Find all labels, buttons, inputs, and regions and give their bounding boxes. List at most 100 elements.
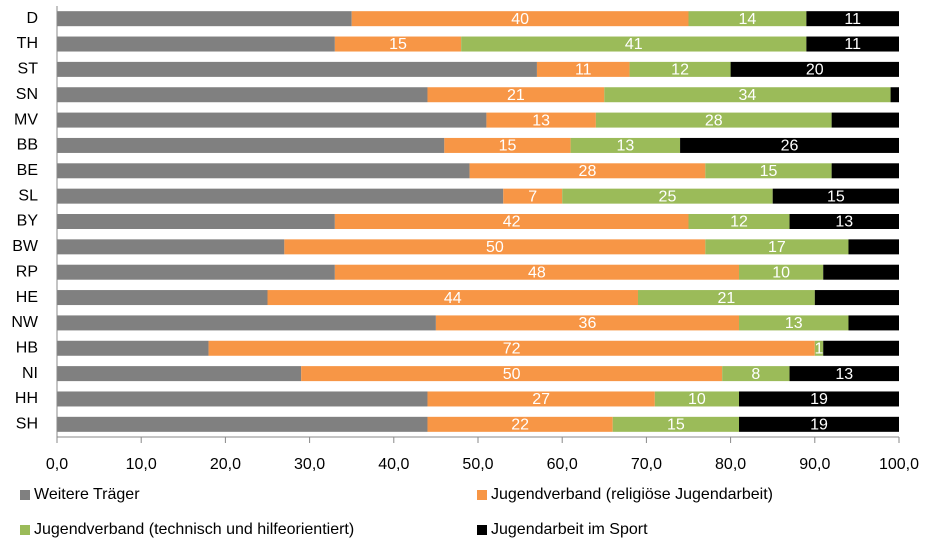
bar-segment	[57, 264, 335, 280]
y-tick-label: HB	[16, 339, 38, 356]
bar-segment	[604, 87, 891, 103]
data-label: 28	[705, 112, 723, 129]
bar-segment	[890, 87, 899, 103]
data-label: 11	[844, 36, 861, 53]
bar-segment	[503, 188, 563, 204]
data-label: 25	[659, 188, 677, 205]
bar-segment	[461, 36, 807, 52]
data-label: 34	[739, 87, 757, 104]
bar-segment	[730, 61, 899, 77]
bar-segment	[57, 214, 335, 229]
x-tick-label: 80,0	[715, 456, 746, 473]
x-tick-label: 70,0	[631, 456, 662, 473]
bar-segment	[654, 391, 740, 407]
data-label: 15	[760, 163, 778, 180]
y-tick-label: D	[26, 10, 38, 27]
y-tick-label: NI	[22, 365, 38, 382]
data-label: 10	[688, 391, 706, 408]
bar-segment	[823, 340, 899, 356]
x-tick-label: 90,0	[799, 456, 830, 473]
bar-segment	[57, 112, 487, 128]
legend-swatch	[20, 525, 30, 535]
bar-segment	[789, 366, 899, 382]
bar-segment	[334, 214, 689, 229]
bar-segment	[814, 290, 899, 306]
bar-segment	[806, 36, 899, 52]
y-tick-label: HE	[16, 289, 38, 306]
data-label: 40	[511, 11, 529, 28]
y-tick-label: TH	[17, 35, 38, 52]
data-label: 13	[835, 214, 853, 231]
bar-segment	[427, 416, 613, 432]
data-label: 12	[730, 214, 748, 231]
bar-segment	[57, 391, 428, 407]
y-tick-label: RP	[16, 263, 38, 280]
bar-segment	[57, 87, 428, 103]
bar-segment	[806, 11, 899, 27]
x-tick-label: 20,0	[210, 456, 241, 473]
bar-segment	[57, 11, 352, 27]
data-label: 10	[772, 264, 790, 281]
legend-label: Jugendverband (religiöse Jugendarbeit)	[491, 486, 773, 503]
bar-segment	[444, 137, 571, 153]
data-label: 15	[827, 188, 845, 205]
bar-segment	[562, 188, 773, 204]
data-label: 14	[739, 11, 757, 28]
bar-segment	[688, 214, 790, 229]
y-tick-label: ST	[18, 61, 39, 78]
y-tick-label: BB	[17, 137, 38, 154]
data-label: 21	[717, 290, 735, 307]
y-tick-label: BY	[17, 213, 39, 230]
bar-segment	[57, 163, 470, 179]
x-tick-label: 40,0	[378, 456, 409, 473]
bar-segment	[629, 61, 731, 77]
data-label: 72	[503, 340, 521, 357]
x-tick-label: 100,0	[879, 456, 919, 473]
x-tick-label: 10,0	[126, 456, 157, 473]
bar-segment	[570, 137, 681, 153]
bar-segment	[57, 416, 428, 432]
data-label: 27	[532, 391, 550, 408]
bar-segment	[57, 315, 436, 331]
bar-segment	[831, 112, 899, 128]
bar-segment	[688, 11, 807, 27]
bar-segment	[612, 416, 740, 432]
data-label: 41	[625, 36, 643, 53]
data-label: 15	[499, 138, 517, 155]
bar-segment	[351, 11, 689, 27]
legend-label: Jugendarbeit im Sport	[491, 521, 648, 538]
bar-segment	[284, 239, 706, 255]
data-label: 19	[810, 417, 828, 434]
data-label: 13	[532, 112, 550, 129]
data-label: 36	[579, 315, 597, 332]
bar-segment	[57, 290, 268, 306]
y-tick-label: BE	[17, 162, 38, 179]
data-label: 50	[486, 239, 504, 256]
y-tick-label: BW	[12, 238, 39, 255]
data-label: 13	[616, 138, 634, 155]
bar-segment	[680, 137, 899, 153]
x-tick-label: 0,0	[46, 456, 68, 473]
data-label: 48	[528, 264, 546, 281]
data-label: 11	[575, 62, 592, 79]
bar-segment	[267, 290, 638, 306]
data-label: 21	[507, 87, 525, 104]
bar-segment	[57, 188, 504, 204]
bar-segment	[301, 366, 723, 382]
data-label: 7	[528, 188, 537, 205]
data-label: 20	[806, 62, 824, 79]
bar-segment	[486, 112, 596, 128]
bar-segment	[831, 163, 899, 179]
bar-segment	[57, 36, 335, 52]
plot-area	[57, 11, 899, 432]
bar-segment	[772, 188, 899, 204]
bar-segment	[57, 340, 209, 356]
data-label: 42	[503, 214, 521, 231]
bar-segment	[334, 36, 462, 52]
bar-segment	[427, 87, 605, 103]
bar-segment	[705, 163, 832, 179]
data-label: 1	[815, 340, 824, 357]
y-tick-label: SL	[18, 187, 38, 204]
data-label: 50	[503, 366, 521, 383]
